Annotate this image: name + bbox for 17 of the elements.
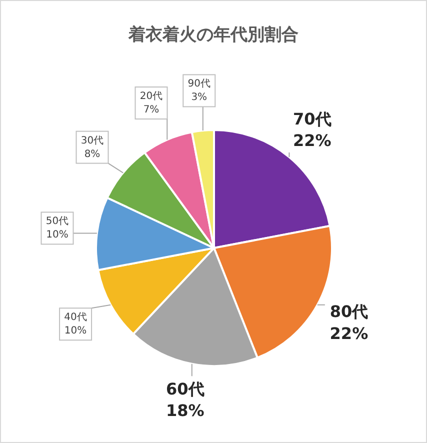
slice-label: 70代 [293,109,332,128]
data-label: 18% [166,400,204,420]
slice-label: 40代 [64,312,87,324]
data-label: 22% [293,130,332,150]
slice-label: 60代 [166,379,204,398]
slice-label: 30代 [80,135,104,146]
data-label: 22% [330,324,368,343]
data-label: 8% [84,148,100,160]
data-label: 7% [143,104,160,116]
data-label: 10% [64,326,87,337]
slice-label: 50代 [46,216,69,228]
slice-label: 80代 [330,302,368,322]
slice-label: 90代 [188,78,210,90]
data-label: 10% [46,230,68,241]
data-label: 3% [191,92,208,104]
chart-title: 着衣着火の年代別割合 [128,25,298,45]
slice-label: 20代 [140,90,163,102]
